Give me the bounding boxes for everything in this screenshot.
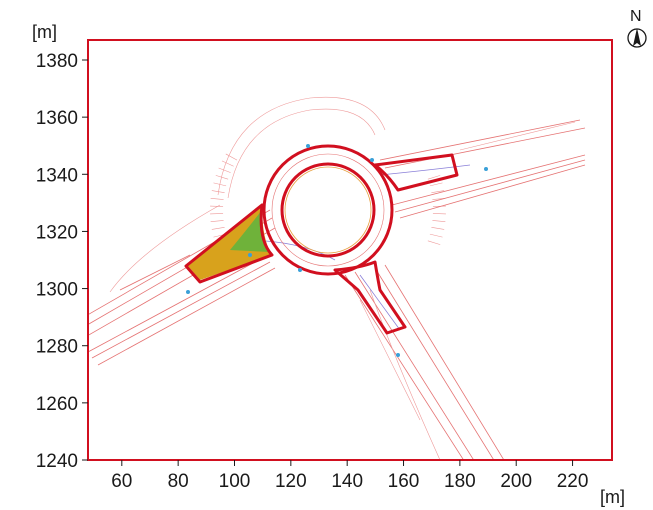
north-arrow: N	[627, 8, 647, 48]
hatch-line	[213, 182, 227, 187]
hatch-line	[431, 227, 445, 230]
x-tick-label: 200	[500, 471, 532, 492]
hatch-line	[210, 220, 224, 223]
x-tick-label: 140	[331, 471, 363, 492]
hatch-line	[215, 175, 229, 180]
north-label: N	[630, 8, 642, 25]
x-tick-label: 180	[444, 471, 476, 492]
y-axis: 1240 1260 1280 1300 1320 1340 1360 1380	[36, 51, 88, 472]
hatch-line	[427, 240, 441, 245]
x-axis-unit: [m]	[600, 487, 625, 507]
x-axis: 60 80 100 120 140 160 180 200 220	[111, 460, 588, 492]
y-tick-label: 1260	[36, 394, 78, 415]
hatch-line	[427, 175, 441, 180]
x-tick-label: 160	[388, 471, 420, 492]
hatch-line	[431, 190, 445, 193]
y-tick-label: 1360	[36, 108, 78, 129]
embankment-hatching	[210, 96, 446, 245]
splitter-islands	[184, 153, 459, 335]
survey-points	[186, 144, 488, 357]
roundabout	[262, 144, 394, 276]
hatch-line	[432, 220, 446, 223]
hatch-line	[211, 227, 225, 230]
x-tick-label: 100	[219, 471, 251, 492]
hatch-line	[218, 167, 231, 173]
y-tick-label: 1340	[36, 165, 78, 186]
y-tick-label: 1380	[36, 51, 78, 72]
hatch-line	[211, 190, 225, 193]
y-tick-label: 1280	[36, 337, 78, 358]
x-tick-label: 80	[168, 471, 189, 492]
hatch-line	[429, 233, 443, 238]
map-frame	[87, 39, 613, 461]
road-lanes	[88, 119, 586, 460]
x-tick-label: 60	[111, 471, 132, 492]
hatch-line	[221, 160, 234, 167]
y-tick-label: 1320	[36, 222, 78, 243]
hatch-line	[225, 153, 238, 161]
y-tick-label: 1240	[36, 451, 78, 472]
north-arrow-icon	[627, 28, 647, 48]
hatch-line	[210, 197, 224, 200]
x-tick-label: 120	[275, 471, 307, 492]
map-drawing	[88, 96, 586, 460]
y-axis-unit: [m]	[32, 22, 57, 42]
hatch-line	[429, 182, 443, 187]
y-tick-label: 1300	[36, 280, 78, 301]
x-tick-label: 220	[557, 471, 589, 492]
